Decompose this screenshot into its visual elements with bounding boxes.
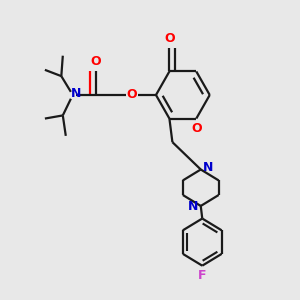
Text: F: F	[198, 269, 206, 282]
Text: N: N	[70, 87, 81, 100]
Text: N: N	[188, 200, 199, 213]
Text: N: N	[203, 161, 213, 174]
Text: O: O	[127, 88, 137, 101]
Text: O: O	[164, 32, 175, 45]
Text: O: O	[90, 56, 101, 68]
Text: O: O	[191, 122, 202, 135]
